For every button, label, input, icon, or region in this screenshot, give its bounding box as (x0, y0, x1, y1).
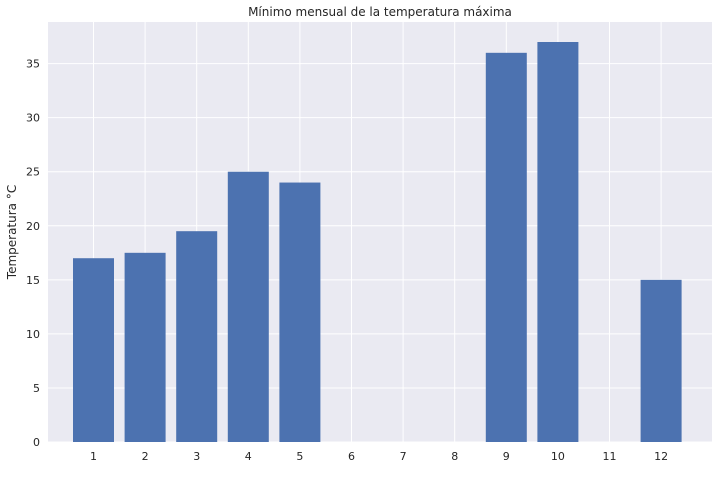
y-tick-label: 30 (26, 112, 40, 125)
x-tick-label: 12 (654, 450, 668, 463)
y-tick-label: 20 (26, 220, 40, 233)
y-tick-labels: 0 5 10 15 20 25 30 35 (26, 58, 40, 449)
chart-title: Mínimo mensual de la temperatura máxima (248, 5, 512, 19)
x-tick-labels: 1 2 3 4 5 6 7 8 9 10 11 12 (90, 450, 668, 463)
x-tick-label: 7 (400, 450, 407, 463)
bar-month-3 (176, 231, 218, 442)
x-tick-label: 6 (348, 450, 355, 463)
bars (73, 42, 682, 443)
x-tick-label: 4 (245, 450, 252, 463)
bar-month-1 (73, 258, 114, 442)
bar-month-4 (227, 171, 269, 442)
y-tick-label: 5 (33, 382, 40, 395)
bar-month-10 (537, 42, 579, 442)
x-tick-label: 9 (503, 450, 510, 463)
bar-month-5 (279, 182, 321, 443)
y-tick-label: 35 (26, 58, 40, 71)
y-tick-label: 10 (26, 328, 40, 341)
y-tick-label: 0 (33, 436, 40, 449)
x-tick-label: 1 (90, 450, 97, 463)
y-tick-label: 25 (26, 166, 40, 179)
x-tick-label: 5 (296, 450, 303, 463)
x-tick-label: 3 (193, 450, 200, 463)
y-tick-label: 15 (26, 274, 40, 287)
x-tick-label: 2 (142, 450, 149, 463)
bar-month-2 (124, 252, 166, 442)
bar-month-12 (640, 279, 682, 442)
y-axis-label: Temperatura °C (5, 185, 19, 280)
x-tick-label: 8 (451, 450, 458, 463)
bar-month-9 (485, 52, 527, 442)
x-tick-label: 10 (551, 450, 565, 463)
x-tick-label: 11 (603, 450, 617, 463)
